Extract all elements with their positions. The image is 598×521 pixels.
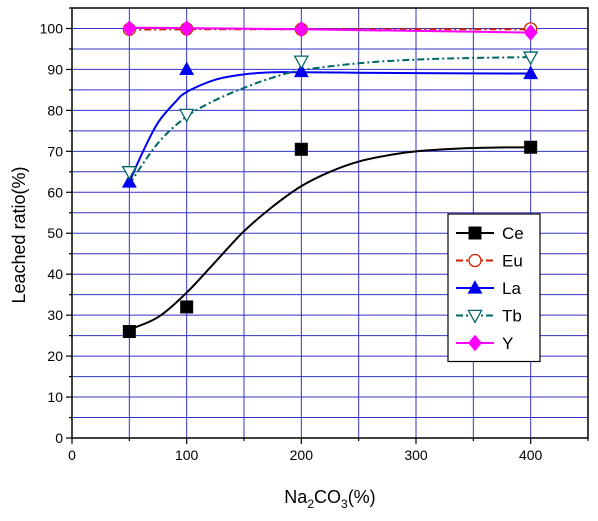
data-point-la (179, 61, 195, 76)
data-point-la (121, 174, 137, 188)
data-point-tb (522, 51, 539, 66)
x-label-sub2: 3 (341, 497, 348, 511)
data-point-y (122, 20, 137, 37)
y-tick-label: 60 (47, 184, 63, 200)
y-tick-label: 10 (47, 389, 63, 405)
plot-frame (71, 7, 589, 439)
y-tick-label: 50 (47, 225, 63, 241)
x-label-base: Na (284, 487, 308, 507)
legend-marker-y (468, 334, 482, 352)
data-point-la (293, 63, 309, 78)
data-point-ce (294, 142, 308, 156)
data-point-y (179, 20, 194, 37)
data-point-ce (122, 325, 136, 339)
fit-curve-ce (128, 146, 531, 331)
legend-marker-tb (467, 309, 483, 324)
x-tick-label: 0 (68, 447, 76, 463)
data-point-ce (524, 140, 538, 154)
tick-labels: 0 100 200 300 400 0 10 20 30 40 50 60 70 80 90 100 (40, 20, 543, 463)
legend-label-tb: Tb (502, 307, 522, 326)
y-axis-title: Leached ratio(%) (9, 166, 29, 303)
fit-curves (128, 26, 531, 331)
x-tick-label: 300 (404, 447, 428, 463)
legend-label-ce: Ce (502, 224, 524, 243)
fit-curve-la (128, 71, 531, 183)
y-tick-label: 100 (40, 20, 64, 36)
y-tick-label: 20 (47, 348, 63, 364)
legend-marker-ce (468, 226, 482, 240)
legend-marker-eu (468, 253, 482, 268)
x-tick-label: 400 (519, 447, 543, 463)
legend-marker-la (467, 280, 483, 294)
legend-label-y: Y (502, 334, 513, 353)
data-point-tb (293, 55, 310, 70)
x-axis-title: Na2CO3(%) (284, 487, 375, 511)
y-tick-label: 90 (47, 61, 63, 77)
legend-label-la: La (502, 279, 521, 298)
y-tick-label: 70 (47, 143, 63, 159)
data-markers (121, 20, 539, 339)
fit-curve-tb (128, 56, 531, 185)
x-label-mid: CO (314, 487, 341, 507)
x-label-tail: (%) (348, 487, 376, 507)
data-point-tb (178, 108, 195, 123)
y-tick-label: 30 (47, 307, 63, 323)
y-tick-label: 40 (47, 266, 63, 282)
data-point-tb (121, 166, 138, 181)
data-point-y (523, 24, 538, 41)
x-label-sub1: 2 (307, 497, 314, 511)
data-point-la (523, 65, 539, 80)
x-tick-label: 100 (175, 447, 199, 463)
axis-ticks (66, 7, 589, 444)
data-point-y (294, 21, 309, 38)
legend-label-eu: Eu (502, 252, 523, 271)
y-tick-label: 80 (47, 102, 63, 118)
data-point-ce (180, 300, 194, 314)
legend: Ce Eu La Tb Y (447, 213, 541, 363)
y-tick-label: 0 (55, 430, 63, 446)
x-tick-label: 200 (290, 447, 314, 463)
